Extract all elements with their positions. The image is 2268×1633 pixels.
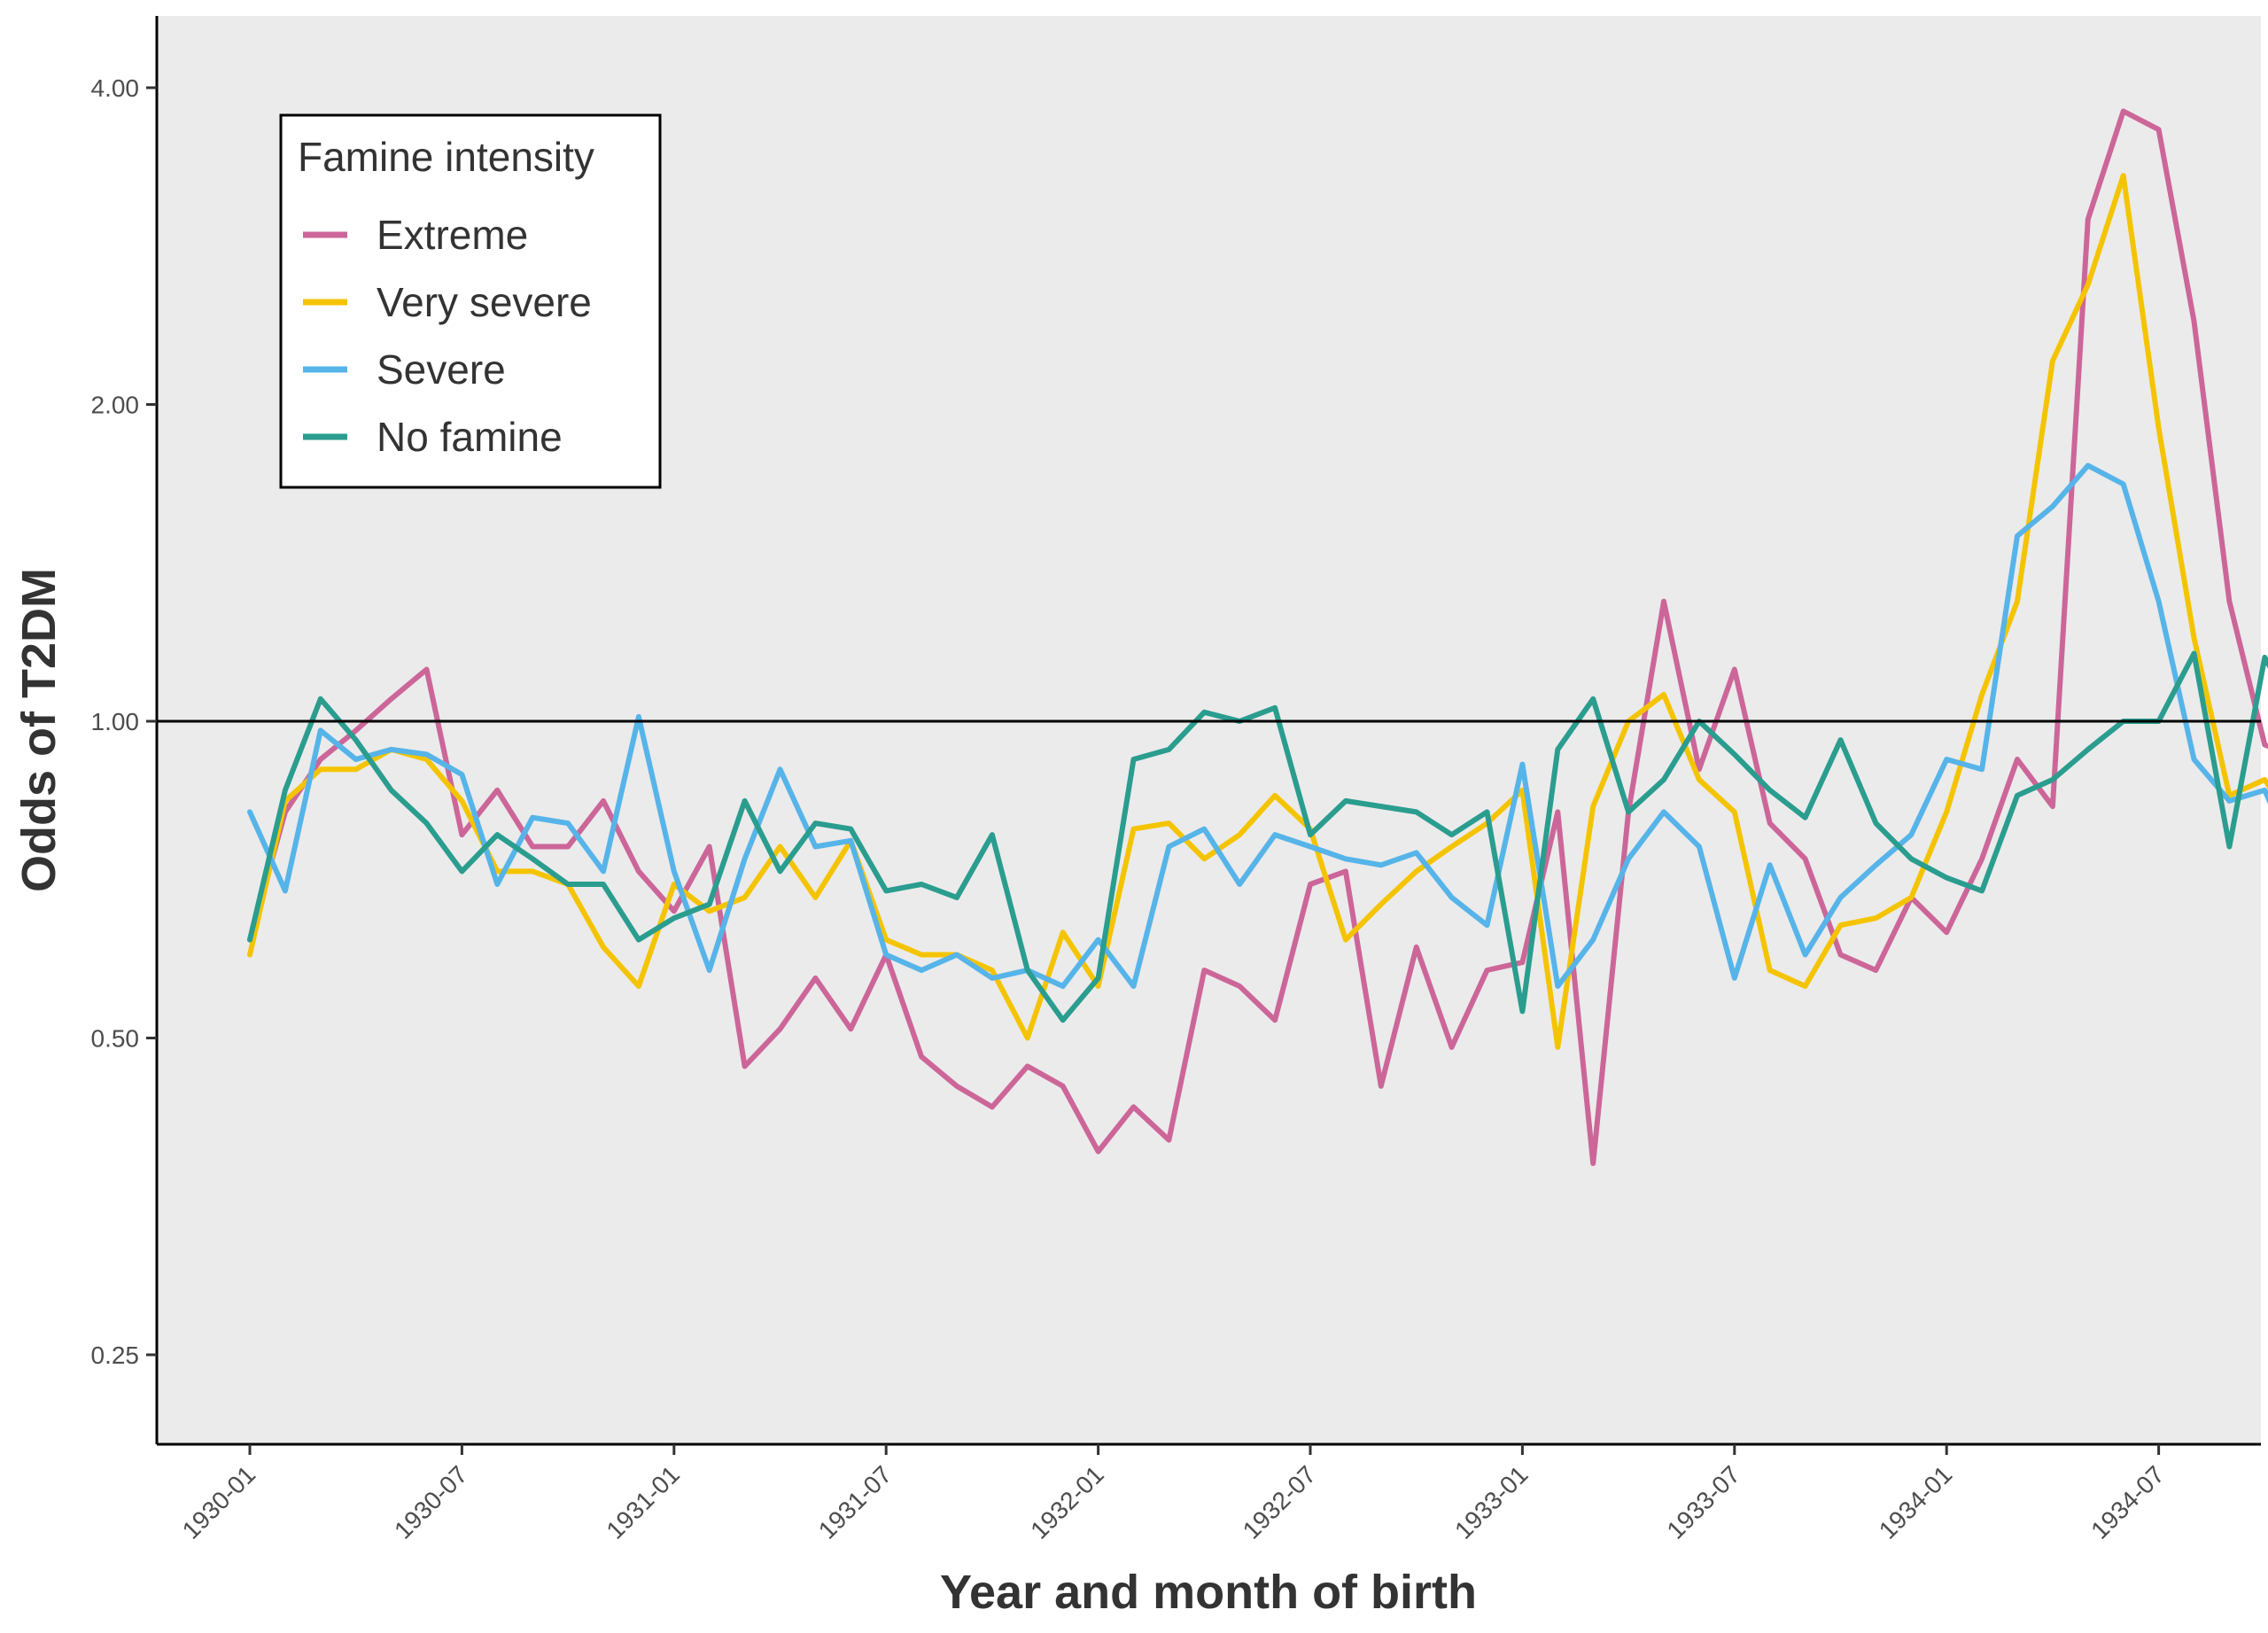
x-tick-label: 1933-07 bbox=[1661, 1460, 1745, 1544]
x-tick-label: 1934-01 bbox=[1874, 1460, 1958, 1544]
x-axis-ticks: 1930-01 1930-07 1931-01 1931-07 1932-01 1932-… bbox=[177, 1444, 2170, 1544]
series-line-very-severe bbox=[247, 173, 2268, 1050]
y-axis-title: Odds of T2DM bbox=[12, 568, 66, 892]
series-layer bbox=[247, 108, 2268, 1166]
legend-label-very-severe: Very severe bbox=[377, 279, 592, 325]
x-tick-label: 1932-07 bbox=[1238, 1460, 1322, 1544]
x-axis-title: Year and month of birth bbox=[940, 1566, 1477, 1619]
legend-title: Famine intensity bbox=[298, 134, 594, 180]
series-line-severe bbox=[247, 463, 2268, 989]
legend-label-severe: Severe bbox=[377, 346, 506, 393]
series-line-no-famine bbox=[247, 650, 2268, 1023]
x-tick-label: 1934-07 bbox=[2085, 1460, 2170, 1544]
x-tick-label: 1931-07 bbox=[813, 1460, 897, 1544]
x-tick-label: 1933-01 bbox=[1449, 1460, 1534, 1544]
y-tick-label: 0.50 bbox=[91, 1025, 140, 1053]
series-line-extreme bbox=[247, 108, 2268, 1166]
legend-label-no-famine: No famine bbox=[377, 414, 563, 460]
x-tick-label: 1932-01 bbox=[1025, 1460, 1109, 1544]
y-tick-label: 0.25 bbox=[91, 1341, 140, 1369]
legend: Famine intensity Extreme Very severe Sever… bbox=[279, 113, 662, 489]
y-axis-ticks: 0.25 0.50 1.00 2.00 4.00 bbox=[91, 74, 157, 1369]
legend-label-extreme: Extreme bbox=[377, 212, 528, 258]
x-tick-label: 1930-01 bbox=[177, 1460, 261, 1544]
x-tick-label: 1931-01 bbox=[601, 1460, 685, 1544]
y-tick-label: 2.00 bbox=[91, 392, 140, 419]
y-tick-label: 4.00 bbox=[91, 74, 140, 102]
legend-items: Extreme Very severe Severe No famine bbox=[303, 212, 592, 460]
y-tick-label: 1.00 bbox=[91, 708, 140, 735]
x-tick-label: 1930-07 bbox=[389, 1460, 473, 1544]
